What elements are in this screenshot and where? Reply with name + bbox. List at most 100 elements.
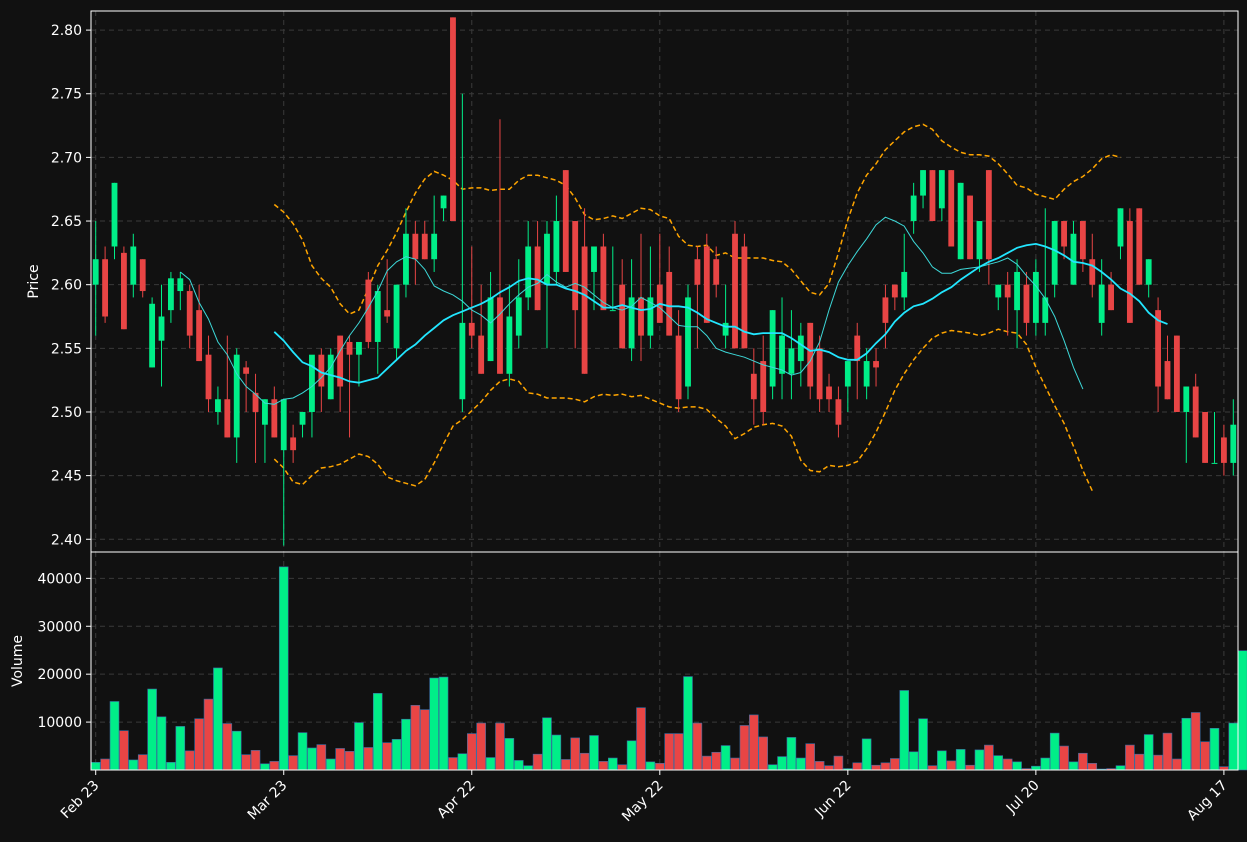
volume-bar <box>814 761 825 771</box>
candle-body <box>666 271 673 336</box>
volume-bar <box>325 758 336 771</box>
price-tick-label: 2.55 <box>51 341 82 357</box>
price-tick-label: 2.65 <box>51 214 82 230</box>
candle-body <box>1145 259 1152 285</box>
volume-bar <box>372 693 383 771</box>
candle-body <box>553 221 560 272</box>
date-tick-label: May 22 <box>619 778 667 826</box>
volume-bar <box>927 765 938 771</box>
volume-bar <box>1049 732 1060 771</box>
sma-slow-line <box>273 242 1168 384</box>
volume-bar <box>899 690 910 771</box>
volume-bar <box>523 765 533 771</box>
volume-bar <box>495 722 505 771</box>
volume-bar <box>100 758 110 771</box>
bollinger-lower-line <box>273 328 1093 492</box>
candle-body <box>525 246 532 298</box>
price-panel: 2.40 2.45 2.50 2.55 2.60 2.65 2.70 2.75 2.80 Pri… <box>26 10 1239 553</box>
candle-body <box>929 170 936 222</box>
candle-body <box>609 310 616 312</box>
volume-bar <box>504 738 515 771</box>
candle-body <box>205 354 212 400</box>
candle-body <box>750 373 757 400</box>
candle-body <box>976 221 983 260</box>
volume-bar <box>730 757 740 771</box>
candle-body <box>252 392 259 412</box>
candle-body <box>327 354 334 400</box>
volume-bar <box>965 764 975 771</box>
volume-bar <box>476 722 486 771</box>
volume-bar <box>438 676 449 771</box>
volume-bar <box>307 747 317 771</box>
candle-body <box>1070 233 1077 285</box>
volume-bar <box>203 698 214 771</box>
date-tick-label: Jul 20 <box>1003 778 1043 818</box>
price-tick-label: 2.60 <box>51 278 82 294</box>
candle-body <box>948 170 955 247</box>
volume-bar <box>137 754 148 771</box>
candle-body <box>196 310 203 362</box>
candle-body <box>957 182 964 260</box>
candle-body <box>337 335 344 387</box>
volume-bar <box>702 755 712 771</box>
date-tick-label: Mar 23 <box>245 778 291 824</box>
candle-body <box>1042 297 1049 323</box>
volume-y-axis: 10000 20000 30000 40000 <box>37 571 91 731</box>
candle-body <box>1023 284 1030 323</box>
volume-bar <box>1068 761 1079 771</box>
candle-body <box>967 195 973 260</box>
candle-body <box>450 17 456 222</box>
volume-bar <box>1181 717 1192 771</box>
candle-body <box>149 303 156 368</box>
volume-bar <box>824 765 834 771</box>
volume-bar <box>805 743 815 771</box>
volume-bar <box>316 744 327 771</box>
candle-body <box>600 246 607 311</box>
candle-body <box>769 310 776 387</box>
candle-body <box>995 284 1002 298</box>
candle-body <box>280 399 287 451</box>
candle-body <box>844 361 851 387</box>
candle-body <box>233 354 240 438</box>
volume-bar <box>288 755 298 771</box>
volume-bar <box>297 732 308 771</box>
candle-body <box>797 335 804 362</box>
volume-bar <box>260 763 270 771</box>
candle-body <box>215 399 221 412</box>
volume-bar <box>993 755 1004 771</box>
volume-bar <box>1040 757 1051 771</box>
candle-body <box>243 367 250 374</box>
volume-bar <box>1143 734 1154 771</box>
volume-bar <box>946 760 957 771</box>
candle-body <box>863 361 870 387</box>
volume-bar <box>401 718 411 771</box>
volume-bar <box>1228 722 1239 771</box>
volume-bar <box>1200 741 1210 771</box>
candle-body <box>1126 221 1133 323</box>
volume-bar <box>880 762 891 771</box>
price-tick-label: 2.80 <box>51 23 82 39</box>
candle-body <box>102 259 109 317</box>
moving-averages <box>179 216 1168 405</box>
price-panel-frame <box>90 10 1239 553</box>
candle-body <box>384 310 391 317</box>
volume-bar <box>692 722 703 771</box>
price-tick-label: 2.45 <box>51 469 82 485</box>
volume-bar <box>589 735 599 771</box>
candle-body <box>1192 386 1199 438</box>
candle-body <box>299 411 306 425</box>
volume-bar <box>758 736 768 771</box>
candle-body <box>1117 208 1124 247</box>
volume-bar <box>861 738 872 771</box>
candle-body <box>403 233 409 285</box>
volume-bar <box>419 709 430 771</box>
volume-bar <box>457 753 468 771</box>
candle-body <box>741 246 748 349</box>
candle-body <box>1230 424 1237 463</box>
candle-body <box>515 297 522 336</box>
candle-body <box>356 341 362 355</box>
candle-body <box>985 170 992 260</box>
volume-bar <box>194 718 204 771</box>
volume-bar <box>890 758 900 771</box>
